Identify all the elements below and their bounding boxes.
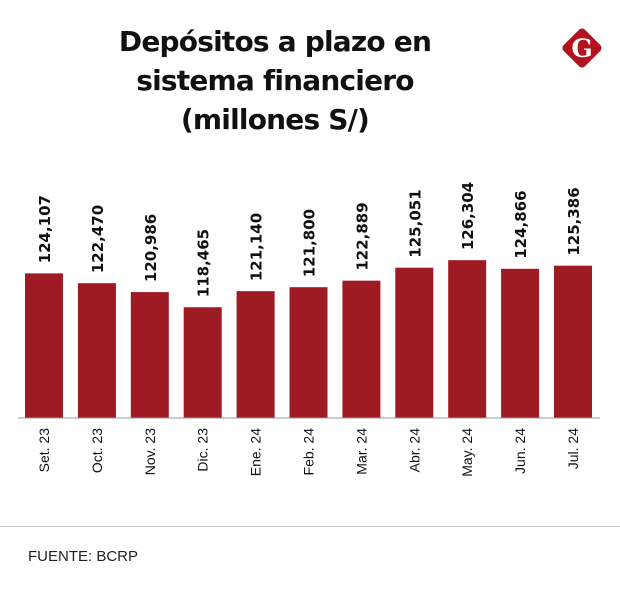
bar — [25, 273, 63, 418]
chart-title: Depósitos a plazo en sistema financiero … — [118, 25, 432, 136]
bar — [183, 307, 222, 418]
category-label: Ene. 24 — [248, 428, 264, 476]
bar — [130, 292, 169, 418]
category-label: Oct. 23 — [89, 428, 105, 473]
category-label: Jun. 24 — [512, 428, 528, 474]
svg-text:G: G — [571, 34, 592, 63]
data-label: 125,051 — [406, 189, 424, 257]
category-label: Feb. 24 — [301, 428, 317, 476]
data-label: 124,107 — [36, 195, 54, 263]
data-label: 126,304 — [459, 182, 477, 250]
bar — [395, 267, 434, 418]
data-label: 125,386 — [565, 187, 583, 255]
data-label: 124,866 — [512, 190, 530, 258]
category-label: Jul. 24 — [565, 428, 581, 469]
source-note: FUENTE: BCRP — [28, 548, 139, 565]
bar — [554, 265, 592, 418]
footer-divider — [0, 526, 620, 527]
bar — [448, 260, 487, 418]
bar — [236, 291, 275, 418]
data-label: 122,470 — [89, 205, 107, 273]
data-label: 121,800 — [301, 209, 319, 277]
data-label: 120,986 — [142, 214, 160, 282]
bar — [77, 283, 116, 418]
category-label: Set. 23 — [36, 428, 52, 473]
category-label: May. 24 — [459, 428, 475, 477]
category-label: Abr. 24 — [406, 428, 422, 473]
category-label: Mar. 24 — [353, 428, 369, 475]
category-label: Dic. 23 — [195, 428, 211, 472]
bar-chart: 124,107 Set. 23 122,470 Oct. 23 120,986 Nov. … — [18, 182, 600, 477]
data-label: 121,140 — [248, 213, 266, 281]
data-label: 118,465 — [195, 229, 213, 297]
bar — [289, 287, 328, 418]
bar — [342, 280, 381, 418]
data-label: 122,889 — [353, 202, 371, 270]
bar — [501, 268, 540, 418]
category-label: Nov. 23 — [142, 428, 158, 475]
brand-logo-icon: G — [562, 28, 602, 68]
